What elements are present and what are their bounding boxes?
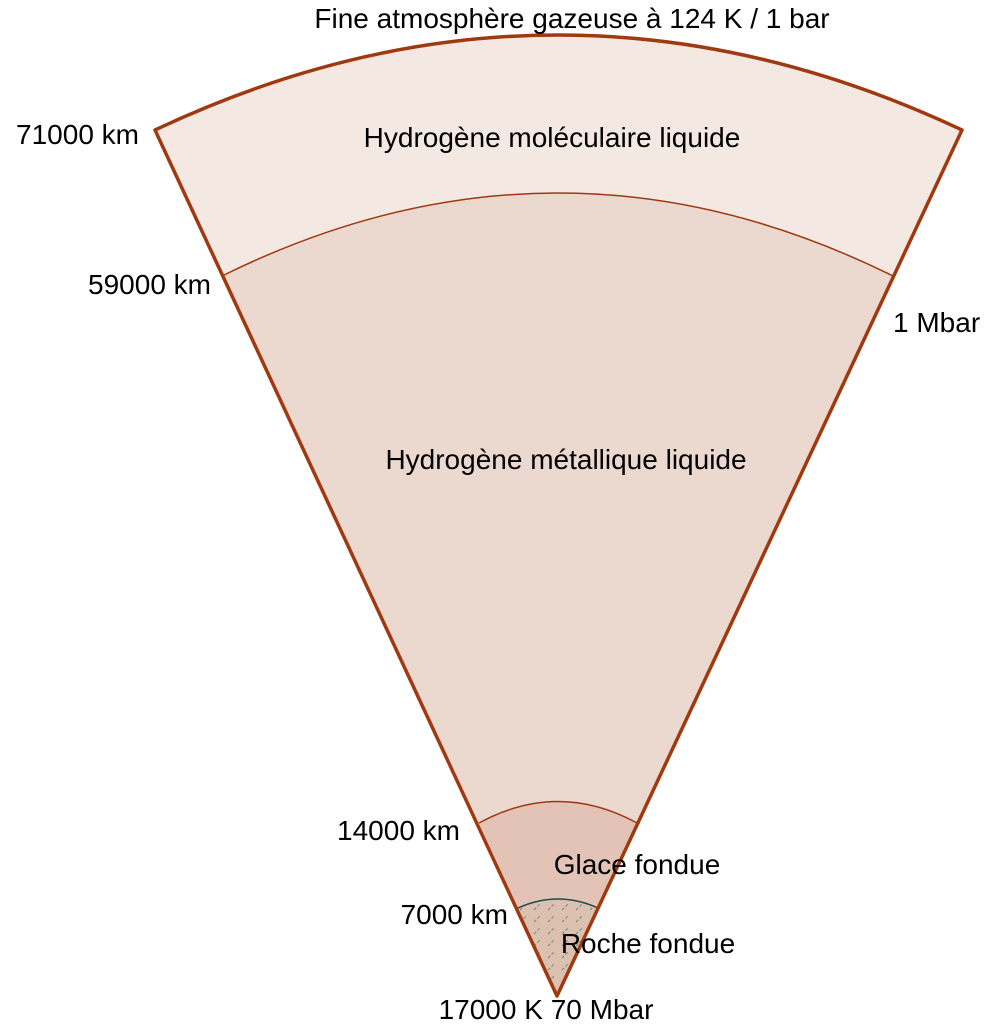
sector-outline [153,33,964,998]
layer-label-molten-rock: Roche fondue [561,928,735,959]
radius-label-outer: 71000 km [16,119,139,150]
layer-molecular-hydrogen [155,35,962,276]
rock-hatching [518,899,598,996]
atmosphere-label: Fine atmosphère gazeuse à 124 K / 1 bar [314,3,829,34]
layer-label-molten-ice: Glace fondue [554,849,721,880]
boundary-rock [517,898,599,909]
center-conditions-label: 17000 K 70 Mbar [439,994,654,1024]
layer-metallic-hydrogen [222,193,893,823]
layer-label-molecular-hydrogen: Hydrogène moléculaire liquide [364,122,741,153]
layer-molten-ice [479,801,637,908]
radius-label-rock: 7000 km [401,899,508,930]
boundary-metallic [221,192,894,277]
pressure-label-1mbar: 1 Mbar [893,307,980,338]
radius-label-metallic: 59000 km [88,269,211,300]
boundary-ice [478,800,638,824]
layer-label-metallic-hydrogen: Hydrogène métallique liquide [385,444,746,475]
radius-label-ice: 14000 km [337,815,460,846]
